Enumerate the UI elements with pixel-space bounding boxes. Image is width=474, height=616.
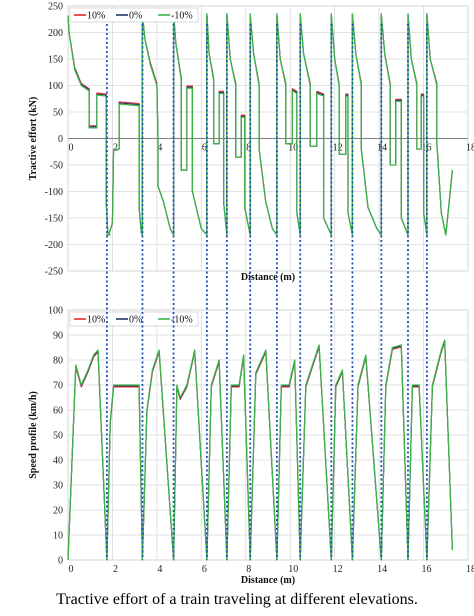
- x-tick-label: 4: [157, 564, 162, 575]
- y-tick-label: 80: [53, 356, 63, 367]
- x-tick-label: 0: [69, 143, 74, 154]
- legend-label: -10%: [171, 11, 193, 22]
- x-tick-label: 2: [113, 143, 118, 154]
- x-tick-label: 8: [246, 143, 251, 154]
- y-tick-label: 0: [58, 556, 63, 567]
- series-line-2: [67, 13, 454, 236]
- x-tick-label: 14: [377, 564, 387, 575]
- y-tick-label: -150: [45, 214, 63, 225]
- tractive-effort-chart: 250 200 150 100 50 0 -50 -100 -150 -200 -250 0 2 4 6 8 1…: [28, 2, 474, 284]
- legend-label: 0%: [129, 315, 142, 326]
- legend-box: [69, 311, 199, 327]
- legend: 10% 0% -10%: [69, 7, 199, 23]
- legend-label: 10%: [87, 11, 105, 22]
- x-tick-label: 8: [246, 564, 251, 575]
- y-tick-label: 20: [53, 506, 63, 517]
- y-axis-title: Speed profile (km/h): [28, 391, 39, 479]
- y-tick-label: -250: [45, 267, 63, 278]
- figure-caption: Tractive effort of a train traveling at …: [56, 591, 418, 608]
- x-tick-label: 12: [333, 564, 343, 575]
- x-tick-label: 10: [288, 564, 298, 575]
- y-tick-label: 50: [53, 108, 63, 119]
- legend: 10% 0% -10%: [69, 311, 199, 327]
- y-tick-label: -50: [50, 161, 63, 172]
- legend-label: 0%: [129, 11, 142, 22]
- y-tick-label: 90: [53, 331, 63, 342]
- x-tick-label: 6: [202, 143, 207, 154]
- x-tick-label: 16: [422, 564, 432, 575]
- legend-label: -10%: [171, 315, 193, 326]
- x-axis-title: Distance (m): [241, 272, 295, 283]
- segment-dividers: [105, 24, 428, 560]
- x-tick-label: 6: [202, 564, 207, 575]
- x-tick-label: 14: [377, 143, 387, 154]
- y-tick-label: 0: [58, 134, 63, 145]
- y-tick-label: 250: [48, 2, 63, 13]
- x-tick-label: 18: [466, 143, 474, 154]
- x-tick-label: 0: [69, 564, 74, 575]
- y-tick-label: 100: [48, 81, 63, 92]
- x-tick-label: 2: [113, 564, 118, 575]
- x-tick-label: 12: [333, 143, 343, 154]
- y-tick-label: -100: [45, 187, 63, 198]
- x-axis-title: Distance (m): [241, 575, 295, 586]
- x-tick-label: 10: [288, 143, 298, 154]
- legend-box: [69, 7, 199, 23]
- x-tick-label: 4: [157, 143, 162, 154]
- y-tick-label: 70: [53, 381, 63, 392]
- x-tick-label: 18: [466, 564, 474, 575]
- series-line-2: [67, 339, 454, 561]
- y-tick-label: 30: [53, 481, 63, 492]
- y-tick-label: 200: [48, 28, 63, 39]
- y-tick-label: 100: [48, 306, 63, 317]
- y-tick-label: 50: [53, 431, 63, 442]
- legend-label: 10%: [87, 315, 105, 326]
- y-tick-label: 60: [53, 406, 63, 417]
- y-tick-label: -200: [45, 240, 63, 251]
- y-tick-label: 40: [53, 456, 63, 467]
- y-tick-label: 10: [53, 531, 63, 542]
- y-tick-label: 150: [48, 55, 63, 66]
- y-axis-title: Tractive effort (kN): [28, 97, 39, 181]
